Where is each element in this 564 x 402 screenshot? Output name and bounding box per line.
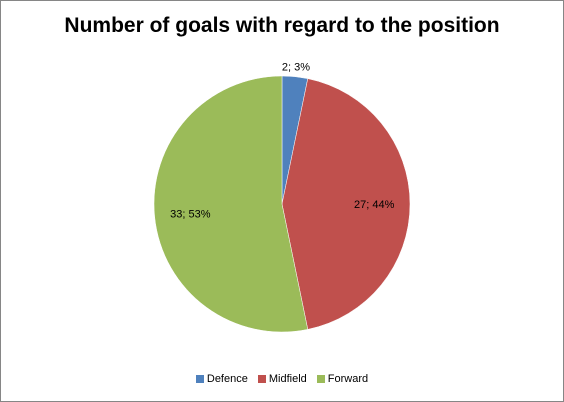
legend-label-defence: Defence <box>206 373 248 385</box>
pie-slice-midfield <box>281 78 411 330</box>
legend-label-forward: Forward <box>327 373 369 385</box>
data-label-midfield: 27; 44% <box>354 199 395 211</box>
data-label-forward: 33; 53% <box>170 208 211 220</box>
pie-slice-forward <box>153 75 309 333</box>
legend-swatch-forward <box>316 375 325 383</box>
legend-swatch-defence <box>195 375 204 383</box>
legend-label-midfield: Midfield <box>268 373 307 385</box>
legend-item-defence: Defence <box>195 373 248 385</box>
chart-legend: Defence Midfield Forward <box>0 373 564 385</box>
legend-swatch-midfield <box>257 375 266 383</box>
data-label-defence: 2; 3% <box>282 62 310 74</box>
chart-title: Number of goals with regard to the posit… <box>64 14 500 37</box>
legend-item-forward: Forward <box>316 373 369 385</box>
legend-item-midfield: Midfield <box>257 373 307 385</box>
